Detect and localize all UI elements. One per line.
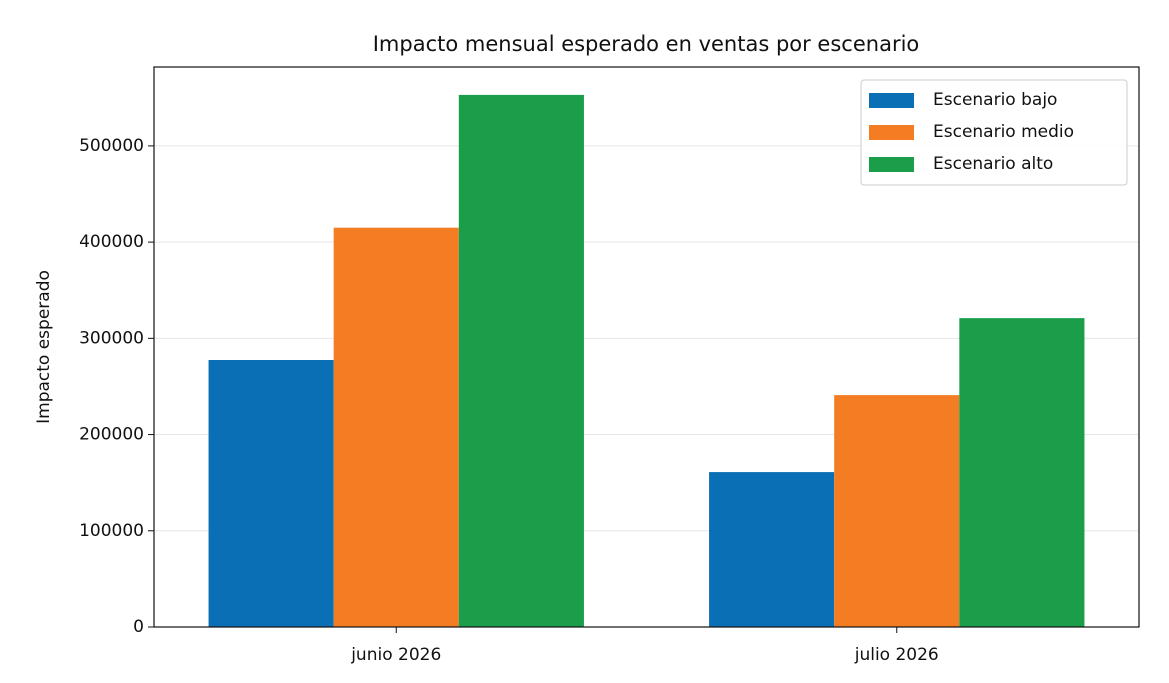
bar [208, 359, 334, 627]
bar [458, 94, 584, 627]
y-tick-label: 400000 [79, 232, 144, 252]
bar [709, 472, 835, 627]
legend-swatch [869, 93, 914, 108]
legend-box [860, 79, 1128, 186]
legend-swatch [869, 157, 914, 172]
legend-label: Escenario medio [933, 122, 1074, 142]
y-tick-label: 0 [133, 617, 144, 637]
y-axis-label: Impacto esperado [34, 270, 54, 424]
x-tick-label: junio 2026 [350, 645, 441, 665]
bar [959, 318, 1085, 627]
legend-label: Escenario bajo [933, 90, 1057, 110]
bar [333, 227, 459, 627]
plot-frame [153, 66, 1140, 628]
y-tick-label: 300000 [79, 328, 144, 348]
chart-title: Impacto mensual esperado en ventas por e… [373, 32, 920, 56]
y-tick-label: 500000 [79, 136, 144, 156]
x-tick-label: julio 2026 [854, 645, 939, 665]
legend-label: Escenario alto [933, 154, 1053, 174]
legend-swatch [869, 125, 914, 140]
bar [834, 395, 960, 627]
y-tick-label: 100000 [79, 521, 144, 541]
y-tick-label: 200000 [79, 425, 144, 445]
